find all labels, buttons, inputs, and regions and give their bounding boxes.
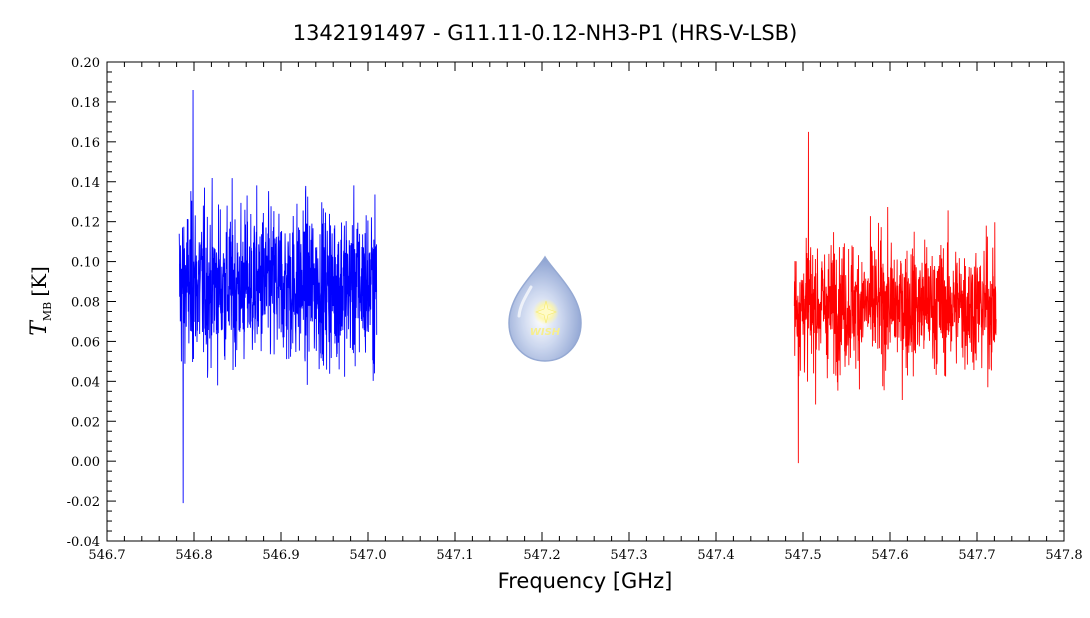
x-tick-label: 547.4 xyxy=(697,548,734,563)
x-tick-labels: 546.7 546.8 546.9 547.0 547.1 547.2 547.3 547.4… xyxy=(88,548,1082,563)
series-line-red xyxy=(793,131,997,464)
y-axis-label-unit: [K] xyxy=(27,266,51,297)
x-tick-label: 546.7 xyxy=(88,548,125,563)
y-tick-label: -0.04 xyxy=(67,535,100,550)
x-axis-label: Frequency [GHz] xyxy=(498,569,673,593)
y-tick-label: 0.04 xyxy=(71,375,100,390)
x-tick-label: 547.3 xyxy=(610,548,647,563)
y-axis-label-symbol: T xyxy=(27,319,52,336)
x-tick-label: 547.5 xyxy=(784,548,821,563)
x-tick-label: 546.8 xyxy=(175,548,212,563)
x-tick-label: 547.1 xyxy=(436,548,473,563)
series-layer xyxy=(178,89,997,504)
x-tick-label: 547.7 xyxy=(958,548,995,563)
y-tick-label: 0.10 xyxy=(71,256,100,271)
x-tick-label: 546.9 xyxy=(262,548,299,563)
wish-logo: WISH xyxy=(508,255,582,362)
y-tick-label: 0.00 xyxy=(71,455,100,470)
chart-title: 1342191497 - G11.11-0.12-NH3-P1 (HRS-V-L… xyxy=(293,21,798,45)
svg-text:TMB[K]: TMB [K] xyxy=(27,266,54,336)
y-tick-label: 0.06 xyxy=(71,335,100,350)
x-tick-label: 547.8 xyxy=(1045,548,1082,563)
y-tick-label: 0.20 xyxy=(71,56,100,71)
series-line-blue xyxy=(178,89,378,504)
ticks-layer xyxy=(106,61,1065,542)
x-tick-label: 547.6 xyxy=(871,548,908,563)
x-tick-label: 547.2 xyxy=(523,548,560,563)
y-tick-label: 0.16 xyxy=(71,136,100,151)
logo-text: WISH xyxy=(530,327,561,338)
x-tick-label: 547.0 xyxy=(349,548,386,563)
y-tick-label: 0.02 xyxy=(71,415,100,430)
y-tick-labels: -0.04 -0.02 0.00 0.02 0.04 0.06 0.08 0.10 0.12 0.… xyxy=(67,56,100,550)
y-axis-label: TMB [K] xyxy=(27,266,54,336)
y-tick-label: 0.12 xyxy=(71,216,100,231)
y-axis-label-subscript: MB xyxy=(41,302,54,321)
y-tick-label: 0.14 xyxy=(71,176,100,191)
y-tick-label: -0.02 xyxy=(67,495,100,510)
y-tick-label: 0.18 xyxy=(71,96,100,111)
y-tick-label: 0.08 xyxy=(71,296,100,311)
star-icon xyxy=(535,300,557,324)
